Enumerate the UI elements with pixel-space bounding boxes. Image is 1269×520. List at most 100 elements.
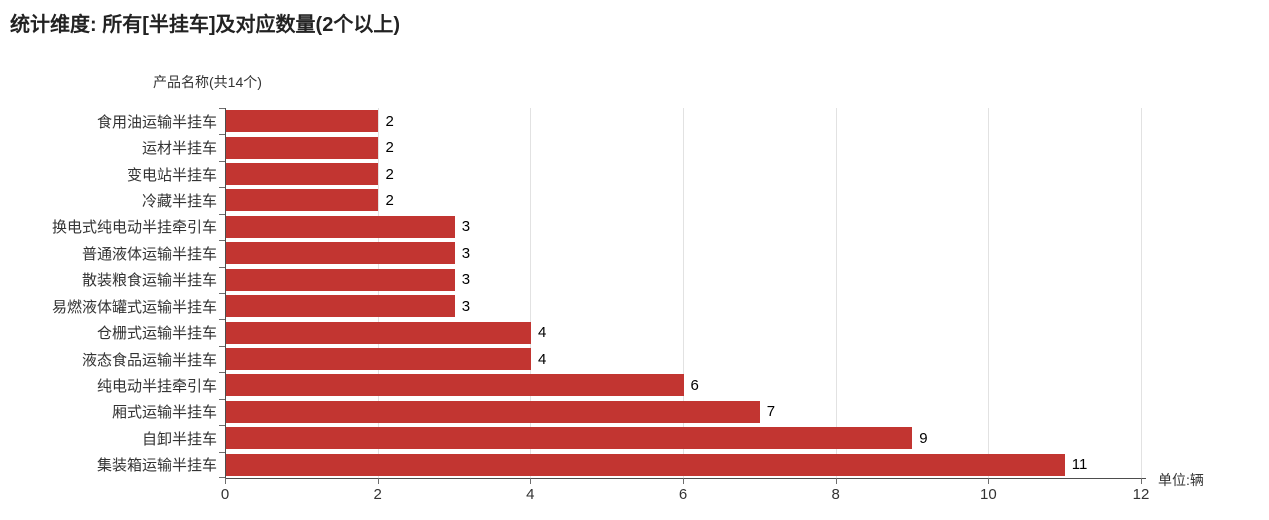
- bar-value-label: 2: [385, 191, 394, 209]
- category-label: 厢式运输半挂车: [111, 404, 217, 422]
- x-axis-label: 12: [1132, 486, 1150, 503]
- y-axis-tick: [219, 451, 225, 453]
- category-label: 换电式纯电动半挂牵引车: [51, 219, 217, 237]
- x-axis-tick: [683, 478, 684, 484]
- y-axis-tick: [219, 293, 225, 294]
- y-axis-tick: [219, 160, 225, 162]
- x-axis-tick: [530, 478, 532, 484]
- category-label: 食用油运输半挂车: [96, 113, 217, 131]
- bar-value-label: 2: [385, 165, 394, 183]
- category-label: 普通液体运输半挂车: [81, 245, 217, 263]
- bar-value-label: 3: [461, 297, 471, 315]
- y-axis-tick: [219, 345, 225, 347]
- category-label: 纯电动半挂牵引车: [96, 377, 217, 395]
- bar-rows: 2 2 2 2 3 3 3 3 4 4 6 7 9 11: [226, 108, 1141, 478]
- gridline: [988, 108, 990, 478]
- bar-value-label: 7: [766, 403, 776, 421]
- chart-title: 统计维度: 所有[半挂车]及对应数量(2个以上): [10, 14, 400, 36]
- bar-变电站半挂车[interactable]: [226, 163, 379, 186]
- bar-row: 3: [226, 240, 1141, 266]
- y-axis-title: 产品名称(共14个): [153, 74, 262, 90]
- y-axis-tick: [219, 372, 225, 374]
- gridline: [683, 108, 684, 478]
- y-axis-tick: [219, 108, 225, 109]
- bar-row: 4: [226, 346, 1141, 372]
- x-axis-tick: [225, 478, 226, 484]
- bar-value-label: 2: [385, 139, 394, 157]
- bar-value-label: 6: [690, 376, 699, 394]
- bar-集装箱运输半挂车[interactable]: [226, 453, 1065, 476]
- bar-value-label: 9: [919, 429, 928, 447]
- x-axis-label: 6: [678, 486, 688, 503]
- x-axis-line: [225, 478, 1146, 479]
- bar-value-label: 4: [537, 350, 547, 368]
- category-label: 仓栅式运输半挂车: [96, 325, 217, 343]
- gridline: [530, 108, 532, 478]
- gridline: [377, 108, 379, 478]
- x-axis-label: 0: [220, 486, 230, 503]
- y-axis-tick: [219, 398, 225, 400]
- x-axis-tick: [377, 478, 379, 484]
- bar-纯电动半挂牵引车[interactable]: [226, 374, 684, 397]
- category-label: 散装粮食运输半挂车: [81, 272, 217, 290]
- y-axis-tick: [219, 425, 225, 427]
- bar-row: 7: [226, 399, 1141, 425]
- category-label: 易燃液体罐式运输半挂车: [51, 298, 217, 316]
- category-label: 变电站半挂车: [126, 166, 217, 184]
- bar-厢式运输半挂车[interactable]: [226, 400, 760, 423]
- x-axis-label: 4: [526, 486, 535, 503]
- gridline: [835, 108, 837, 478]
- y-axis-tick: [219, 213, 225, 215]
- category-label: 液态食品运输半挂车: [81, 351, 217, 369]
- category-label: 冷藏半挂车: [141, 192, 217, 210]
- bar-row: 3: [226, 214, 1141, 240]
- bar-row: 11: [226, 451, 1141, 477]
- bar-食用油运输半挂车[interactable]: [226, 110, 379, 133]
- category-label: 运材半挂车: [141, 140, 217, 158]
- bar-value-label: 2: [385, 112, 394, 130]
- bar-row: 2: [226, 134, 1141, 160]
- y-axis-tick: [219, 187, 225, 189]
- bar-row: 4: [226, 319, 1141, 345]
- category-labels: 食用油运输半挂车运材半挂车变电站半挂车冷藏半挂车换电式纯电动半挂牵引车普通液体运…: [0, 108, 217, 478]
- category-label: 集装箱运输半挂车: [96, 457, 217, 475]
- x-axis-label: 8: [831, 486, 840, 503]
- gridline: [1141, 108, 1142, 478]
- bar-row: 3: [226, 293, 1141, 319]
- bar-易燃液体罐式运输半挂车[interactable]: [226, 295, 455, 318]
- bar-仓栅式运输半挂车[interactable]: [226, 321, 531, 344]
- bar-普通液体运输半挂车[interactable]: [226, 242, 455, 265]
- bar-运材半挂车[interactable]: [226, 136, 379, 159]
- unit-label: 单位:辆: [1158, 472, 1204, 488]
- x-axis-tick: [1141, 478, 1142, 484]
- y-axis-tick: [219, 134, 225, 136]
- y-axis-tick: [219, 477, 225, 478]
- plot-area: 2 2 2 2 3 3 3 3 4 4 6 7 9 11 0 2 4 6 8 10 12: [219, 108, 1149, 502]
- y-axis-tick: [219, 240, 225, 242]
- bar-value-label: 4: [537, 324, 547, 342]
- x-axis-tick: [835, 478, 837, 484]
- bar-row: 2: [226, 108, 1141, 134]
- bar-row: 3: [226, 267, 1141, 293]
- bar-散装粮食运输半挂车[interactable]: [226, 268, 455, 291]
- y-axis-tick: [219, 319, 225, 321]
- y-axis-line: [225, 108, 226, 478]
- y-axis-tick: [219, 266, 225, 268]
- bar-row: 2: [226, 161, 1141, 187]
- bar-value-label: 11: [1071, 456, 1088, 474]
- bar-value-label: 3: [461, 218, 471, 236]
- bar-row: 2: [226, 187, 1141, 213]
- x-axis-label: 10: [979, 486, 997, 503]
- x-axis-label: 2: [373, 486, 382, 503]
- bar-row: 9: [226, 425, 1141, 451]
- bar-冷藏半挂车[interactable]: [226, 189, 379, 212]
- x-axis-tick: [988, 478, 990, 484]
- bar-自卸半挂车[interactable]: [226, 427, 913, 450]
- bar-row: 6: [226, 372, 1141, 398]
- bar-value-label: 3: [461, 244, 471, 262]
- category-label: 自卸半挂车: [141, 430, 217, 448]
- bar-换电式纯电动半挂牵引车[interactable]: [226, 215, 455, 238]
- bar-液态食品运输半挂车[interactable]: [226, 348, 531, 370]
- bar-value-label: 3: [461, 271, 471, 289]
